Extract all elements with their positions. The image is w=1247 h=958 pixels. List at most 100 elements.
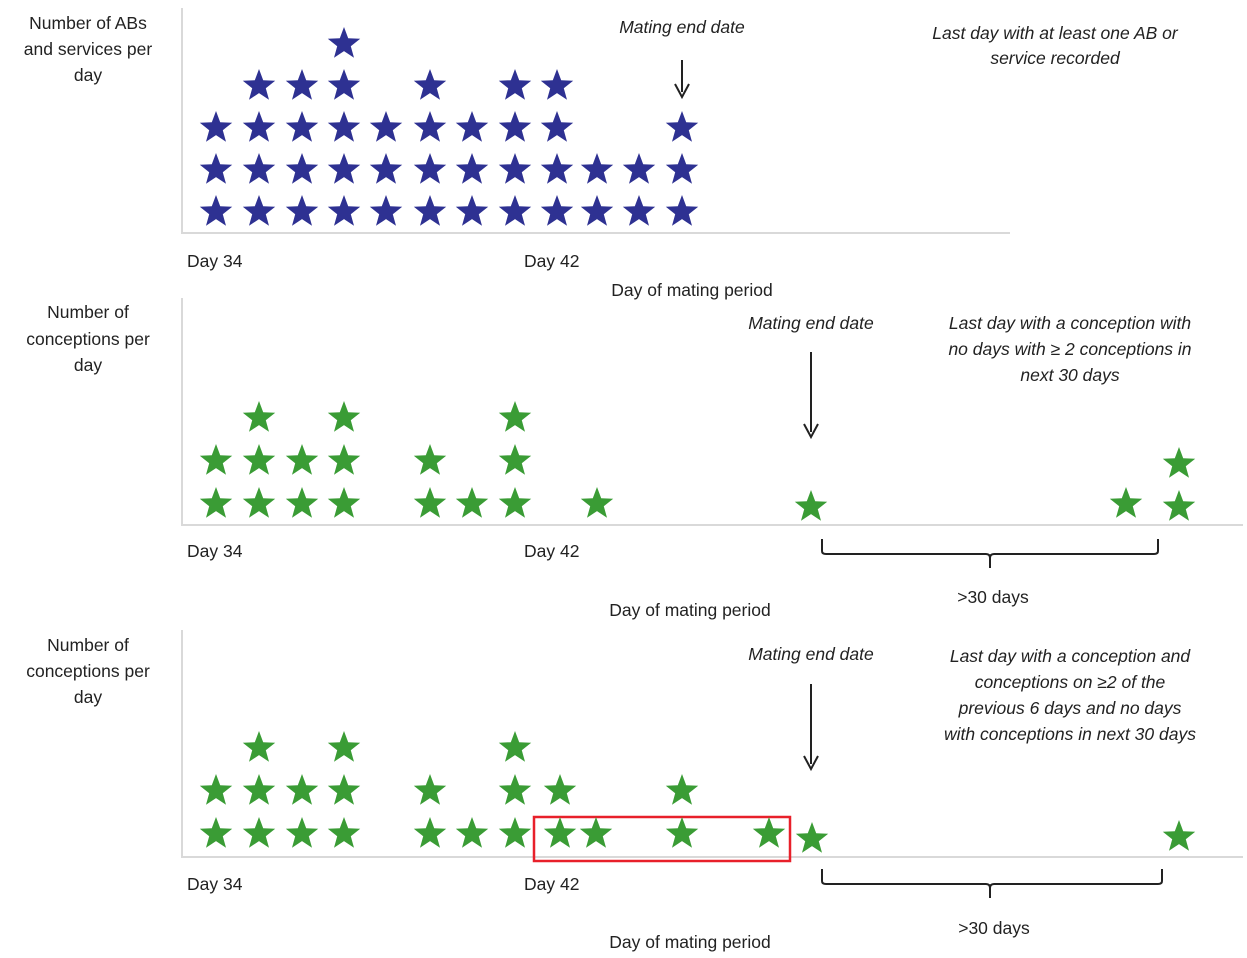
star-icon: [455, 153, 489, 184]
star-icon: [455, 487, 489, 518]
star-icon: [794, 490, 828, 521]
star-icon: [369, 195, 403, 226]
star-icon: [369, 153, 403, 184]
y-axis-label-line-2: conceptions per: [26, 661, 150, 681]
star-icon: [752, 817, 786, 848]
star-icon: [1162, 447, 1196, 478]
tick-label-day-42: Day 42: [524, 541, 579, 561]
y-axis-label-line-2: conceptions per: [26, 329, 150, 349]
star-icon: [285, 444, 319, 475]
mating-end-arrow: [803, 684, 819, 772]
star-icon: [455, 111, 489, 142]
star-icon: [413, 195, 447, 226]
star-icon: [327, 401, 361, 432]
star-stack-conceptions-a: [199, 401, 1196, 521]
star-icon: [622, 153, 656, 184]
star-icon: [327, 487, 361, 518]
star-icon: [498, 195, 532, 226]
star-icon: [413, 153, 447, 184]
duration-label: >30 days: [957, 587, 1029, 607]
star-icon: [199, 111, 233, 142]
star-icon: [622, 195, 656, 226]
star-icon: [327, 153, 361, 184]
star-icon: [665, 153, 699, 184]
star-icon: [540, 153, 574, 184]
star-icon: [579, 817, 613, 848]
star-icon: [455, 195, 489, 226]
star-icon: [413, 111, 447, 142]
star-icon: [1109, 487, 1143, 518]
star-icon: [413, 774, 447, 805]
y-axis-label-line-1: Number of: [47, 635, 129, 655]
note-line-3: previous 6 days and no days: [958, 698, 1182, 718]
mating-end-arrow: [803, 352, 819, 440]
note-line-1: Last day with at least one AB or: [932, 23, 1179, 43]
star-icon: [543, 817, 577, 848]
star-icon: [580, 153, 614, 184]
star-icon: [413, 444, 447, 475]
star-icon: [369, 111, 403, 142]
star-icon: [665, 817, 699, 848]
star-icon: [665, 195, 699, 226]
star-icon: [199, 153, 233, 184]
star-icon: [327, 27, 361, 58]
star-icon: [242, 153, 276, 184]
duration-brace: [821, 869, 1163, 898]
note-line-2: no days with ≥ 2 conceptions in: [948, 339, 1191, 359]
star-icon: [498, 69, 532, 100]
star-icon: [285, 817, 319, 848]
y-axis-label-line-3: day: [74, 687, 102, 707]
mating-end-date-label: Mating end date: [748, 313, 874, 333]
note-line-3: next 30 days: [1020, 365, 1119, 385]
y-axis-label-line-2: and services per: [24, 39, 153, 59]
star-icon: [242, 111, 276, 142]
y-axis-label-line-1: Number of ABs: [29, 13, 147, 33]
star-icon: [540, 69, 574, 100]
star-icon: [498, 817, 532, 848]
tick-label-day-42: Day 42: [524, 874, 579, 894]
x-axis-label: Day of mating period: [609, 932, 770, 952]
panel-conceptions-a: Number of conceptions per day Day 34 Day…: [26, 298, 1243, 620]
x-axis-label: Day of mating period: [609, 600, 770, 620]
star-icon: [540, 195, 574, 226]
star-icon: [1162, 490, 1196, 521]
star-icon: [327, 195, 361, 226]
star-icon: [285, 153, 319, 184]
note-line-1: Last day with a conception and: [950, 646, 1192, 666]
star-icon: [285, 774, 319, 805]
star-icon: [498, 487, 532, 518]
highlight-box-previous-6-days: [532, 815, 792, 863]
star-icon: [285, 195, 319, 226]
star-icon: [327, 817, 361, 848]
star-icon: [498, 731, 532, 762]
star-icon: [327, 444, 361, 475]
star-icon: [543, 774, 577, 805]
star-icon: [580, 487, 614, 518]
x-axis-label: Day of mating period: [611, 280, 772, 300]
note-line-4: with conceptions in next 30 days: [944, 724, 1196, 744]
note-line-2: service recorded: [990, 48, 1121, 68]
tick-label-day-42: Day 42: [524, 251, 579, 271]
star-icon: [498, 111, 532, 142]
star-icon: [242, 401, 276, 432]
duration-brace: [821, 539, 1159, 568]
note-line-1: Last day with a conception with: [949, 313, 1191, 333]
star-icon: [665, 111, 699, 142]
star-icon: [242, 731, 276, 762]
y-axis-label-line-3: day: [74, 65, 102, 85]
star-icon: [498, 774, 532, 805]
star-icon: [455, 817, 489, 848]
star-icon: [327, 731, 361, 762]
mating-end-date-label: Mating end date: [748, 644, 874, 664]
star-icon: [498, 153, 532, 184]
tick-label-day-34: Day 34: [187, 541, 243, 561]
star-icon: [498, 401, 532, 432]
star-icon: [242, 774, 276, 805]
star-icon: [285, 111, 319, 142]
star-icon: [580, 195, 614, 226]
mating-end-date-label: Mating end date: [619, 17, 745, 37]
star-icon: [498, 444, 532, 475]
note-line-2: conceptions on ≥2 of the: [975, 672, 1166, 692]
star-icon: [795, 822, 829, 853]
